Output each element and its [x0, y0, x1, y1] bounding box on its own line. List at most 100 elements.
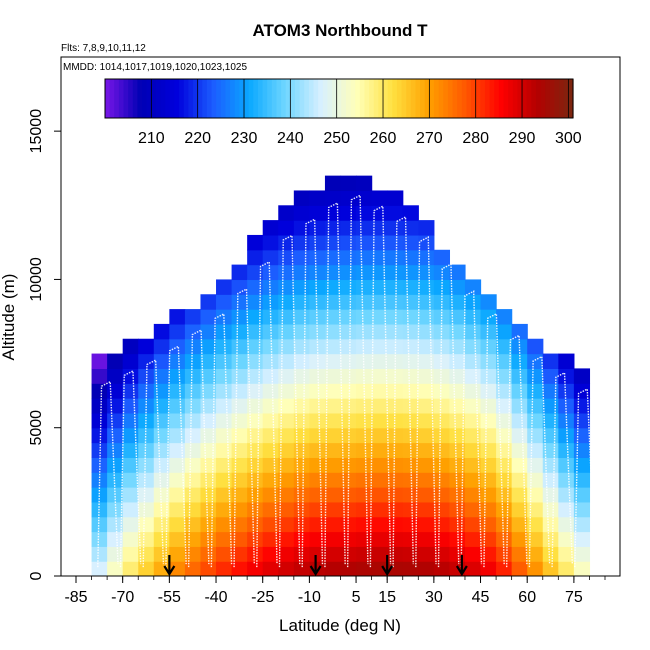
heatmap-cell	[356, 427, 373, 444]
heatmap-cell	[231, 501, 248, 518]
heatmap-cell	[418, 309, 435, 325]
colorbar-swatch	[549, 79, 556, 118]
heatmap-cell	[262, 457, 279, 473]
colorbar-swatch	[443, 79, 449, 118]
flight-profiles	[97, 194, 596, 568]
heatmap-cell	[309, 383, 326, 399]
colorbar-swatch	[359, 79, 366, 118]
heatmap-cell	[433, 442, 451, 458]
colorbar-swatch	[142, 79, 148, 118]
heatmap-cell	[387, 264, 404, 281]
heatmap-cell	[449, 457, 466, 473]
heatmap-cell	[231, 323, 248, 340]
heatmap-cell	[402, 264, 419, 281]
heatmap-cell	[231, 427, 248, 444]
heatmap-cell	[542, 368, 559, 384]
heatmap-cell	[309, 487, 326, 503]
heatmap-cell	[356, 487, 373, 503]
heatmap-cell	[573, 427, 591, 444]
heatmap-cell	[340, 234, 357, 251]
colorbar-swatch	[174, 79, 180, 118]
heatmap-cell	[262, 323, 279, 340]
heatmap-cell	[324, 457, 342, 473]
heatmap-cell	[107, 383, 124, 399]
heatmap-cell	[480, 368, 497, 384]
heatmap-cell	[278, 412, 295, 429]
colorbar-swatch	[531, 79, 537, 118]
heatmap-cell	[216, 383, 233, 399]
heatmap-cell	[107, 368, 124, 384]
heatmap-cell	[278, 368, 295, 384]
colorbar-swatch	[290, 79, 296, 118]
heatmap-cell	[527, 516, 544, 533]
colorbar-swatch	[517, 79, 523, 118]
colorbar-swatch	[206, 79, 213, 118]
heatmap-cell	[418, 264, 435, 281]
heatmap-cell	[153, 398, 170, 414]
colorbar-swatch	[433, 79, 440, 118]
heatmap-cell	[91, 398, 108, 414]
heatmap-cell	[324, 353, 342, 369]
heatmap-cell	[402, 531, 419, 547]
heatmap-cell	[138, 368, 155, 384]
heatmap-cell	[122, 368, 139, 384]
heatmap-cell	[231, 412, 248, 429]
heatmap-cell	[356, 472, 373, 488]
heatmap-cell	[542, 353, 559, 369]
heatmap-cell	[153, 412, 170, 429]
heatmap-cell	[324, 412, 342, 429]
heatmap-cell	[293, 383, 310, 399]
heatmap-cell	[293, 249, 310, 266]
heatmap-cell	[496, 516, 513, 533]
heatmap-cell	[573, 368, 591, 384]
heatmap-cell	[324, 487, 342, 503]
heatmap-cell	[496, 323, 513, 340]
heatmap-cell	[153, 442, 170, 458]
heatmap-cell	[278, 442, 295, 458]
colorbar-swatch	[341, 79, 347, 118]
heatmap-cell	[200, 487, 217, 503]
heatmap-cell	[200, 516, 217, 533]
heatmap-cell	[558, 516, 575, 533]
heatmap-cell	[418, 249, 435, 266]
heatmap-cell	[527, 531, 544, 547]
heatmap-cell	[527, 487, 544, 503]
colorbar-swatch	[146, 79, 152, 118]
colorbar-swatch	[239, 79, 245, 118]
heatmap-cell	[262, 531, 279, 547]
colorbar-swatch	[137, 79, 143, 118]
heatmap-cell	[293, 234, 310, 251]
x-tick-label: 5	[352, 589, 361, 606]
colorbar-swatch	[234, 79, 240, 118]
colorbar-swatch	[563, 79, 569, 118]
colorbar-swatch	[406, 79, 412, 118]
heatmap-cell	[480, 398, 497, 414]
heatmap-cell	[371, 190, 388, 206]
heatmap-cell	[371, 368, 388, 384]
heatmap-cell	[324, 234, 342, 251]
heatmap-cell	[464, 487, 482, 503]
colorbar-swatch	[401, 79, 407, 118]
heatmap-cell	[107, 472, 124, 488]
heatmap-cell	[527, 442, 544, 458]
colorbar-swatch	[318, 79, 324, 118]
heatmap-cell	[231, 338, 248, 355]
heatmap-cell	[247, 234, 264, 251]
colorbar-swatch	[535, 79, 542, 118]
heatmap-cell	[309, 501, 326, 518]
heatmap-cell	[293, 190, 310, 206]
heatmap-cell	[496, 427, 513, 444]
heatmap-cell	[356, 205, 373, 221]
colorbar-swatch	[322, 79, 329, 118]
heatmap-cell	[402, 487, 419, 503]
heatmap-cell	[418, 531, 435, 547]
heatmap-cell	[496, 531, 513, 547]
heatmap-cell	[200, 309, 217, 325]
heatmap-cell	[278, 427, 295, 444]
heatmap-cell	[247, 323, 264, 340]
heatmap-cell	[340, 427, 357, 444]
heatmap-cell	[480, 338, 497, 355]
heatmap-cell	[464, 294, 482, 310]
heatmap-cell	[387, 234, 404, 251]
